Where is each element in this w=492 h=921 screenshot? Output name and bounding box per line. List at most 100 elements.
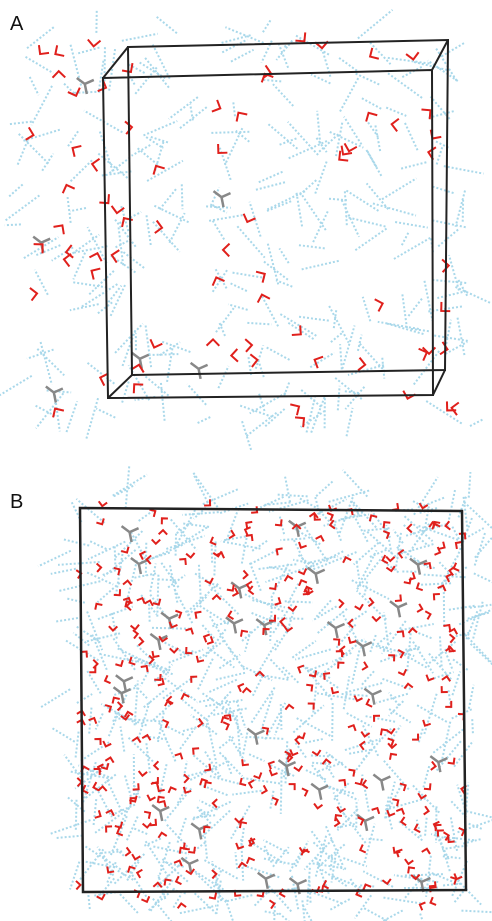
water bbox=[298, 665, 304, 673]
hydrogen-bond bbox=[295, 649, 331, 659]
water bbox=[152, 539, 160, 543]
hydrogen-bond bbox=[334, 792, 345, 815]
water bbox=[103, 741, 111, 746]
hydrogen-bond bbox=[300, 389, 321, 406]
hydrogen-bond bbox=[41, 342, 52, 385]
hydrogen-bond bbox=[285, 601, 313, 602]
hydrogen-bond bbox=[303, 905, 316, 921]
hydrogen-bond bbox=[390, 783, 403, 808]
hydrogen-bond bbox=[87, 611, 102, 650]
hydrogen-bond bbox=[437, 230, 458, 248]
water bbox=[154, 761, 158, 769]
hydrogen-bond bbox=[401, 624, 434, 630]
hydrogen-bond bbox=[364, 908, 396, 921]
hydrogen-bond bbox=[211, 187, 220, 205]
hydrogen-bond bbox=[401, 162, 427, 168]
water bbox=[175, 754, 183, 760]
water bbox=[30, 288, 37, 301]
hydrogen-bond bbox=[255, 674, 289, 680]
water bbox=[445, 701, 451, 707]
hydrogen-bond bbox=[279, 248, 288, 263]
water bbox=[93, 782, 98, 790]
hydrogen-bond bbox=[208, 647, 235, 667]
water bbox=[459, 828, 464, 836]
water bbox=[240, 822, 247, 828]
hydrogen-bond bbox=[326, 752, 346, 767]
hydrogen-bond bbox=[145, 376, 169, 396]
water bbox=[387, 810, 395, 816]
hydrogen-bond bbox=[76, 730, 79, 757]
hydrogen-bond bbox=[331, 855, 333, 870]
hydrogen-bond bbox=[235, 852, 237, 869]
hydrogen-bond bbox=[440, 558, 456, 589]
water bbox=[302, 788, 307, 796]
methanol bbox=[258, 873, 275, 889]
hydrogen-bond bbox=[347, 713, 372, 727]
hydrogen-bond bbox=[63, 539, 89, 545]
water bbox=[223, 722, 228, 730]
methanol bbox=[289, 521, 306, 537]
water bbox=[386, 557, 394, 561]
water bbox=[249, 780, 254, 788]
hydrogen-bond bbox=[393, 530, 402, 543]
hydrogen-bond bbox=[167, 346, 173, 381]
hydrogen-bond bbox=[182, 512, 218, 515]
hydrogen-bond bbox=[54, 618, 78, 622]
hydrogen-bond bbox=[358, 10, 393, 39]
methanol bbox=[390, 601, 407, 617]
hydrogen-bond bbox=[221, 541, 261, 549]
water bbox=[288, 606, 296, 611]
hydrogen-bond bbox=[153, 899, 175, 921]
hydrogen-bond bbox=[9, 122, 32, 125]
hydrogen-bond bbox=[352, 580, 389, 599]
panel-label: B bbox=[10, 491, 23, 513]
hydrogen-bond bbox=[113, 475, 147, 496]
hydrogen-bond bbox=[237, 226, 264, 257]
water bbox=[349, 770, 355, 777]
water bbox=[372, 808, 380, 814]
hydrogen-bond bbox=[446, 320, 451, 344]
hydrogen-bond bbox=[405, 123, 418, 152]
hydrogen-bond bbox=[440, 839, 450, 873]
hydrogen-bond bbox=[364, 716, 395, 722]
water bbox=[454, 563, 459, 571]
hydrogen-bond bbox=[338, 57, 356, 70]
hydrogen-bond bbox=[402, 67, 422, 77]
hydrogen-bond bbox=[210, 776, 239, 784]
hydrogen-bond bbox=[458, 279, 467, 296]
box-edge bbox=[108, 375, 132, 398]
water bbox=[358, 358, 365, 371]
water bbox=[93, 660, 97, 668]
hydrogen-bond bbox=[474, 573, 492, 584]
hydrogen-bond bbox=[387, 73, 422, 98]
water bbox=[241, 631, 248, 637]
hydrogen-bond bbox=[395, 222, 428, 228]
water bbox=[299, 542, 307, 548]
hydrogen-bond bbox=[66, 598, 84, 602]
water bbox=[404, 684, 412, 689]
hydrogen-bond bbox=[268, 243, 279, 285]
hydrogen-bond bbox=[41, 689, 70, 707]
water bbox=[396, 809, 404, 815]
hydrogen-bond bbox=[452, 672, 460, 696]
water bbox=[132, 854, 140, 859]
hydrogen-bond bbox=[270, 791, 273, 809]
hydrogen-bond bbox=[395, 650, 426, 668]
water bbox=[139, 637, 143, 645]
hydrogen-bond bbox=[288, 584, 298, 604]
water bbox=[361, 732, 369, 737]
hydrogen-bond bbox=[252, 540, 268, 551]
hydrogen-bond bbox=[342, 200, 359, 237]
hydrogen-bond bbox=[346, 190, 378, 211]
hydrogen-bond bbox=[139, 511, 153, 521]
hydrogen-bond bbox=[5, 195, 40, 221]
water bbox=[354, 696, 362, 701]
hydrogen-bond bbox=[355, 895, 371, 918]
hydrogen-bond bbox=[340, 77, 359, 112]
water bbox=[243, 688, 251, 693]
hydrogen-bond bbox=[457, 316, 464, 355]
hydrogen-bond bbox=[445, 652, 452, 670]
water bbox=[176, 876, 181, 884]
hydrogen-bond bbox=[199, 785, 228, 796]
hydrogen-bond bbox=[9, 184, 23, 196]
